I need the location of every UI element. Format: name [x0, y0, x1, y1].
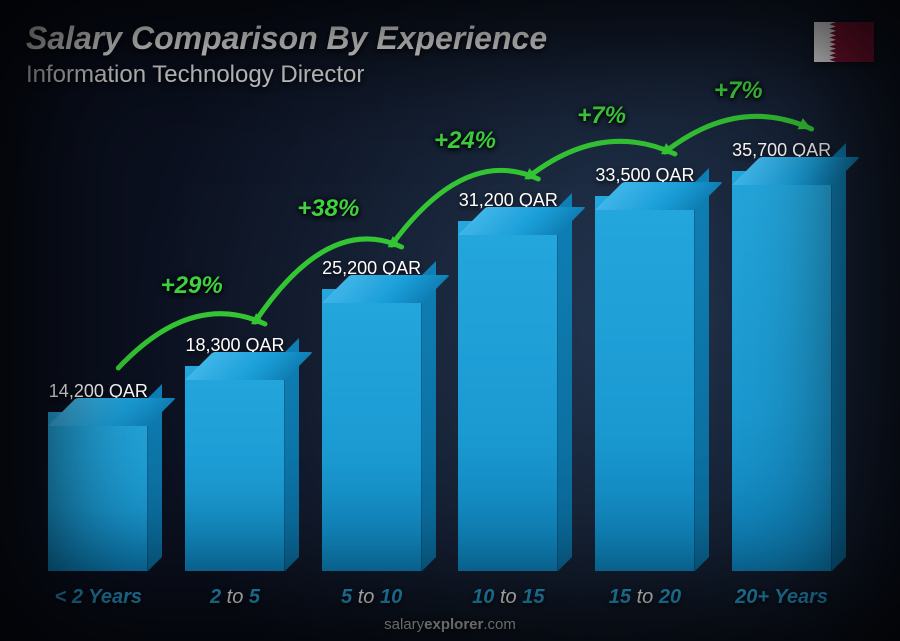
bar — [595, 196, 695, 571]
bar — [732, 171, 832, 571]
footer-bold: explorer — [424, 616, 483, 633]
bar-group: 25,200 QAR — [312, 120, 432, 571]
qatar-flag-icon — [814, 22, 874, 62]
bar-group: 31,200 QAR — [448, 120, 568, 571]
bar — [185, 366, 285, 571]
x-tick: < 2 Years — [38, 586, 158, 609]
x-tick: 2 to 5 — [175, 586, 295, 609]
bar-group: 35,700 QAR — [722, 120, 842, 571]
x-tick: 20+ Years — [722, 586, 842, 609]
bar-group: 14,200 QAR — [38, 120, 158, 571]
x-tick: 10 to 15 — [448, 586, 568, 609]
x-axis: < 2 Years 2 to 5 5 to 10 10 to 15 15 to 20 20… — [30, 586, 850, 609]
footer-post: .com — [483, 616, 516, 633]
bar — [48, 412, 148, 571]
bar — [322, 289, 422, 571]
bar — [458, 221, 558, 571]
x-tick: 5 to 10 — [312, 586, 432, 609]
footer-credit: salaryexplorer.com — [0, 616, 900, 633]
page-subtitle: Information Technology Director — [26, 61, 874, 89]
page-title: Salary Comparison By Experience — [26, 20, 874, 57]
bar-group: 33,500 QAR — [585, 120, 705, 571]
bar-chart: 14,200 QAR18,300 QAR25,200 QAR31,200 QAR… — [30, 120, 850, 571]
x-tick: 15 to 20 — [585, 586, 705, 609]
footer-pre: salary — [384, 616, 424, 633]
bar-group: 18,300 QAR — [175, 120, 295, 571]
